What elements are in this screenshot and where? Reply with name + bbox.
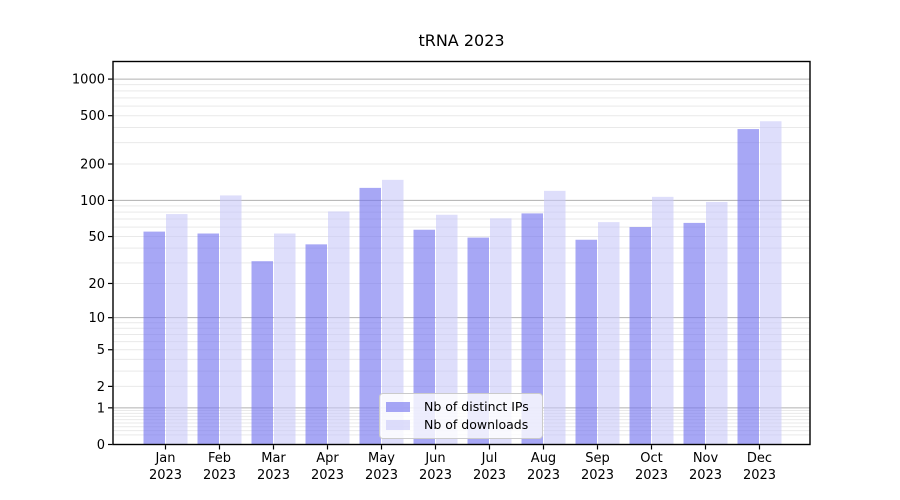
- x-tick-label-month-sep-2023: Sep: [585, 451, 610, 466]
- bar-nb-of-downloads-jan-2023: [166, 214, 188, 445]
- x-tick-label-month-apr-2023: Apr: [316, 451, 339, 466]
- y-tick-label-0: 0: [97, 438, 105, 453]
- bar-nb-of-distinct-ips-dec-2023: [737, 129, 759, 445]
- y-tick-label-200: 200: [80, 158, 105, 173]
- x-tick-label-month-jul-2023: Jul: [481, 451, 498, 466]
- bar-nb-of-downloads-feb-2023: [220, 195, 242, 445]
- x-tick-label-year-dec-2023: 2023: [743, 468, 776, 483]
- x-tick-label-year-sep-2023: 2023: [581, 468, 614, 483]
- x-tick-label-month-oct-2023: Oct: [640, 451, 662, 466]
- x-tick-label-year-jul-2023: 2023: [473, 468, 506, 483]
- bar-nb-of-distinct-ips-jul-2023: [467, 237, 489, 445]
- x-tick-label-year-aug-2023: 2023: [527, 468, 560, 483]
- bar-nb-of-distinct-ips-sep-2023: [575, 239, 597, 445]
- legend-row-downloads: Nb of downloads: [386, 417, 535, 433]
- y-tick-label-1: 1: [97, 401, 105, 416]
- x-tick-label-month-dec-2023: Dec: [747, 451, 772, 466]
- y-tick-label-20: 20: [88, 277, 105, 292]
- x-tick-label-year-may-2023: 2023: [365, 468, 398, 483]
- legend-label-downloads: Nb of downloads: [424, 417, 529, 432]
- y-tick-label-100: 100: [80, 194, 105, 209]
- x-tick-label-year-apr-2023: 2023: [311, 468, 344, 483]
- legend-label-distinct-ips: Nb of distinct IPs: [424, 399, 529, 414]
- bar-nb-of-distinct-ips-oct-2023: [629, 227, 651, 445]
- bar-nb-of-downloads-may-2023: [382, 179, 404, 445]
- y-tick-label-1000: 1000: [72, 73, 105, 88]
- x-tick-label-year-feb-2023: 2023: [203, 468, 236, 483]
- bar-nb-of-distinct-ips-jun-2023: [413, 229, 435, 445]
- x-tick-label-year-oct-2023: 2023: [635, 468, 668, 483]
- y-tick-label-2: 2: [97, 380, 105, 395]
- bar-nb-of-downloads-jul-2023: [490, 218, 512, 445]
- plot-frame: [112, 60, 811, 446]
- y-tick-label-5: 5: [97, 343, 105, 358]
- bar-nb-of-downloads-jun-2023: [436, 214, 458, 445]
- x-tick-label-month-nov-2023: Nov: [693, 451, 719, 466]
- bar-nb-of-downloads-apr-2023: [328, 211, 350, 445]
- x-tick-label-month-jan-2023: Jan: [154, 451, 175, 466]
- x-tick-label-month-feb-2023: Feb: [208, 451, 231, 466]
- x-tick-label-month-jun-2023: Jun: [424, 451, 445, 466]
- bar-nb-of-distinct-ips-may-2023: [359, 187, 381, 445]
- x-tick-label-month-mar-2023: Mar: [261, 451, 286, 466]
- chart-title: tRNA 2023: [418, 31, 505, 50]
- legend-swatch-distinct-ips: [386, 401, 410, 413]
- legend: Nb of distinct IPs Nb of downloads: [379, 393, 543, 439]
- y-tick-label-10: 10: [88, 311, 105, 326]
- x-tick-label-year-mar-2023: 2023: [257, 468, 290, 483]
- bar-nb-of-downloads-nov-2023: [706, 201, 728, 445]
- x-tick-label-year-jan-2023: 2023: [149, 468, 182, 483]
- bar-nb-of-downloads-dec-2023: [760, 121, 782, 445]
- y-tick-label-500: 500: [80, 109, 105, 124]
- bar-nb-of-downloads-aug-2023: [544, 190, 566, 445]
- bar-nb-of-downloads-sep-2023: [598, 222, 620, 445]
- x-tick-label-year-jun-2023: 2023: [419, 468, 452, 483]
- bar-nb-of-distinct-ips-apr-2023: [305, 244, 327, 445]
- bar-nb-of-downloads-mar-2023: [274, 233, 296, 445]
- bar-nb-of-downloads-oct-2023: [652, 196, 674, 445]
- bar-nb-of-distinct-ips-mar-2023: [251, 261, 273, 445]
- legend-row-distinct-ips: Nb of distinct IPs: [386, 399, 535, 415]
- x-tick-label-month-may-2023: May: [368, 451, 395, 466]
- bar-nb-of-distinct-ips-jan-2023: [143, 231, 165, 445]
- y-tick-label-50: 50: [88, 230, 105, 245]
- legend-swatch-downloads: [386, 419, 410, 431]
- bar-nb-of-distinct-ips-nov-2023: [683, 222, 705, 445]
- x-tick-label-year-nov-2023: 2023: [689, 468, 722, 483]
- bar-nb-of-distinct-ips-feb-2023: [197, 233, 219, 445]
- x-tick-label-month-aug-2023: Aug: [531, 451, 556, 466]
- bar-nb-of-distinct-ips-aug-2023: [521, 213, 543, 445]
